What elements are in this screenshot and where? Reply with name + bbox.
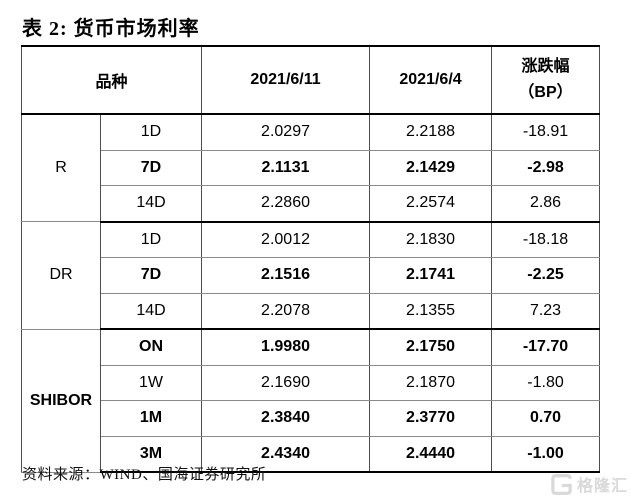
bp-change-cell: -18.91 bbox=[491, 114, 601, 151]
rate-cell: 2.1870 bbox=[369, 365, 493, 401]
tenor-cell: 7D bbox=[99, 257, 203, 294]
change-label-line2: （BP） bbox=[518, 84, 573, 101]
tenor-cell: 1D bbox=[99, 114, 203, 151]
tenor-cell: 14D bbox=[99, 293, 203, 330]
bp-change-cell: -17.70 bbox=[491, 329, 601, 366]
rate-cell: 2.1690 bbox=[201, 365, 371, 401]
bp-change-cell: -1.00 bbox=[491, 436, 601, 473]
rate-cell: 2.4440 bbox=[369, 436, 493, 473]
table-row: DR 1D 2.0012 2.1830 -18.18 bbox=[21, 221, 601, 330]
rate-cell: 2.1750 bbox=[369, 329, 493, 366]
gelonghui-logo-text: 格隆汇 bbox=[576, 478, 628, 495]
table-row: 7D 2.1516 2.1741 -2.25 bbox=[22, 257, 601, 294]
col-header-variety: 品种 bbox=[20, 45, 203, 115]
bp-change-cell: -2.98 bbox=[491, 150, 601, 186]
table-row: 14D 2.2860 2.2574 2.86 bbox=[22, 185, 601, 223]
table-row: 14D 2.2078 2.1355 7.23 bbox=[22, 293, 601, 330]
bp-change-cell: -18.18 bbox=[491, 221, 601, 258]
table-row: 3M 2.4340 2.4440 -1.00 bbox=[22, 436, 601, 473]
tenor-cell: ON bbox=[99, 329, 203, 366]
rate-cell: 2.2574 bbox=[369, 185, 493, 223]
rate-cell: 2.3770 bbox=[369, 400, 493, 437]
rate-cell: 2.3840 bbox=[201, 400, 371, 437]
table-row: 7D 2.1131 2.1429 -2.98 bbox=[22, 150, 601, 186]
rate-cell: 1.9980 bbox=[201, 329, 371, 366]
col-header-change-bp: 涨跌幅 （BP） bbox=[491, 45, 601, 115]
col-header-date2: 2021/6/4 bbox=[369, 45, 493, 115]
tenor-cell: 1D bbox=[99, 221, 203, 258]
source-note: 资料来源：WIND、国海证券研究所 bbox=[22, 467, 267, 483]
table-row: 1M 2.3840 2.3770 0.70 bbox=[22, 400, 601, 437]
group-label-r: R bbox=[21, 114, 101, 222]
tenor-cell: 14D bbox=[99, 185, 203, 223]
rate-cell: 2.2078 bbox=[201, 293, 371, 330]
group-label-shibor: SHIBOR bbox=[21, 329, 101, 473]
group-label-dr: DR bbox=[21, 221, 101, 330]
bp-change-cell: -2.25 bbox=[491, 257, 601, 294]
bp-change-cell: -1.80 bbox=[491, 365, 601, 401]
change-label-line1: 涨跌幅 bbox=[521, 58, 570, 75]
bp-change-cell: 0.70 bbox=[491, 400, 601, 437]
bp-change-cell: 7.23 bbox=[491, 293, 601, 330]
rate-cell: 2.0297 bbox=[201, 114, 371, 151]
table-row: R 1D 2.0297 2.2188 -18.91 bbox=[21, 114, 601, 222]
tenor-cell: 3M bbox=[99, 436, 203, 473]
rate-cell: 2.1516 bbox=[201, 257, 371, 294]
rate-cell: 2.1355 bbox=[369, 293, 493, 330]
gelonghui-watermark: 格隆汇 bbox=[550, 472, 628, 496]
rate-cell: 2.2860 bbox=[201, 185, 371, 223]
rate-cell: 2.1830 bbox=[369, 221, 493, 258]
tenor-cell: 1M bbox=[99, 400, 203, 437]
rate-cell: 2.0012 bbox=[201, 221, 371, 258]
tenor-cell: 7D bbox=[99, 150, 203, 186]
col-header-date1: 2021/6/11 bbox=[201, 45, 371, 115]
table-title: 表 2: 货币市场利率 bbox=[22, 18, 200, 40]
table-header-row: 品种 2021/6/11 2021/6/4 涨跌幅 （BP） bbox=[20, 45, 601, 115]
rate-cell: 2.2188 bbox=[369, 114, 493, 151]
rate-cell: 2.4340 bbox=[201, 436, 371, 473]
gelonghui-logo-icon bbox=[550, 473, 573, 496]
tenor-cell: 1W bbox=[99, 365, 203, 401]
table-row: SHIBOR ON 1.9980 2.1750 -17.70 bbox=[21, 329, 601, 473]
bp-change-cell: 2.86 bbox=[491, 185, 601, 223]
money-market-rates-table: 品种 2021/6/11 2021/6/4 涨跌幅 （BP） R 1D 2.02… bbox=[20, 45, 601, 473]
rate-cell: 2.1429 bbox=[369, 150, 493, 186]
rate-cell: 2.1741 bbox=[369, 257, 493, 294]
table-row: 1W 2.1690 2.1870 -1.80 bbox=[22, 365, 601, 401]
rate-cell: 2.1131 bbox=[201, 150, 371, 186]
